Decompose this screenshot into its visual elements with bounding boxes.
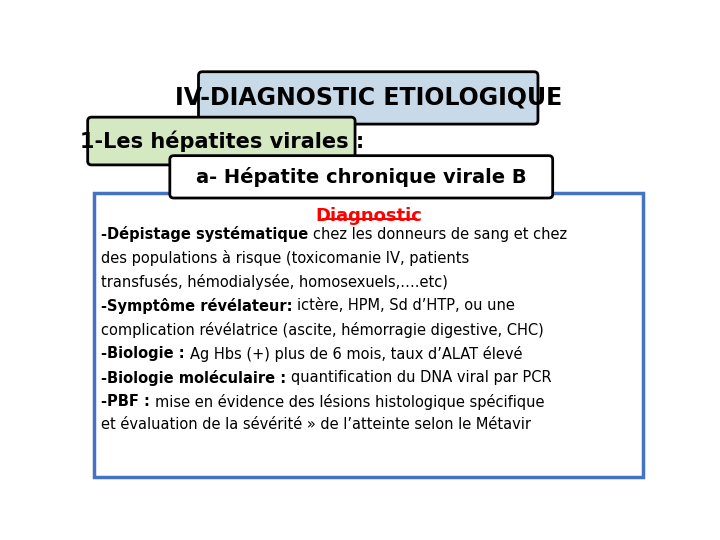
FancyBboxPatch shape <box>88 117 355 165</box>
Text: Diagnostic: Diagnostic <box>315 207 423 225</box>
FancyBboxPatch shape <box>94 193 642 477</box>
Text: complication révélatrice (ascite, hémorragie digestive, CHC): complication révélatrice (ascite, hémorr… <box>101 322 544 338</box>
Text: quantification du DNA viral par PCR: quantification du DNA viral par PCR <box>291 370 552 384</box>
FancyBboxPatch shape <box>199 72 538 124</box>
Text: -PBF :: -PBF : <box>101 394 155 409</box>
Text: mise en évidence des lésions histologique spécifique: mise en évidence des lésions histologiqu… <box>155 394 544 409</box>
Text: ictère, HPM, Sd d’HTP, ou une: ictère, HPM, Sd d’HTP, ou une <box>297 298 516 313</box>
Text: 1-Les hépatites virales :: 1-Les hépatites virales : <box>80 130 364 152</box>
Text: a- Hépatite chronique virale B: a- Hépatite chronique virale B <box>196 167 526 187</box>
Text: -Biologie moléculaire :: -Biologie moléculaire : <box>101 370 291 386</box>
Text: des populations à risque (toxicomanie IV, patients: des populations à risque (toxicomanie IV… <box>101 251 469 266</box>
Text: -Biologie :: -Biologie : <box>101 346 189 361</box>
Text: chez les donneurs de sang et chez: chez les donneurs de sang et chez <box>313 226 567 241</box>
Text: Ag Hbs (+) plus de 6 mois, taux d’ALAT élevé: Ag Hbs (+) plus de 6 mois, taux d’ALAT é… <box>189 346 522 362</box>
FancyBboxPatch shape <box>170 156 553 198</box>
Text: -Symptôme révélateur:: -Symptôme révélateur: <box>101 298 297 314</box>
Text: -Dépistage systématique: -Dépistage systématique <box>101 226 313 242</box>
Text: et évaluation de la sévérité » de l’atteinte selon le Métavir: et évaluation de la sévérité » de l’atte… <box>101 417 531 433</box>
Text: IV-DIAGNOSTIC ETIOLOGIQUE: IV-DIAGNOSTIC ETIOLOGIQUE <box>176 86 562 110</box>
Text: transfusés, hémodialysée, homosexuels,….etc): transfusés, hémodialysée, homosexuels,….… <box>101 274 448 290</box>
